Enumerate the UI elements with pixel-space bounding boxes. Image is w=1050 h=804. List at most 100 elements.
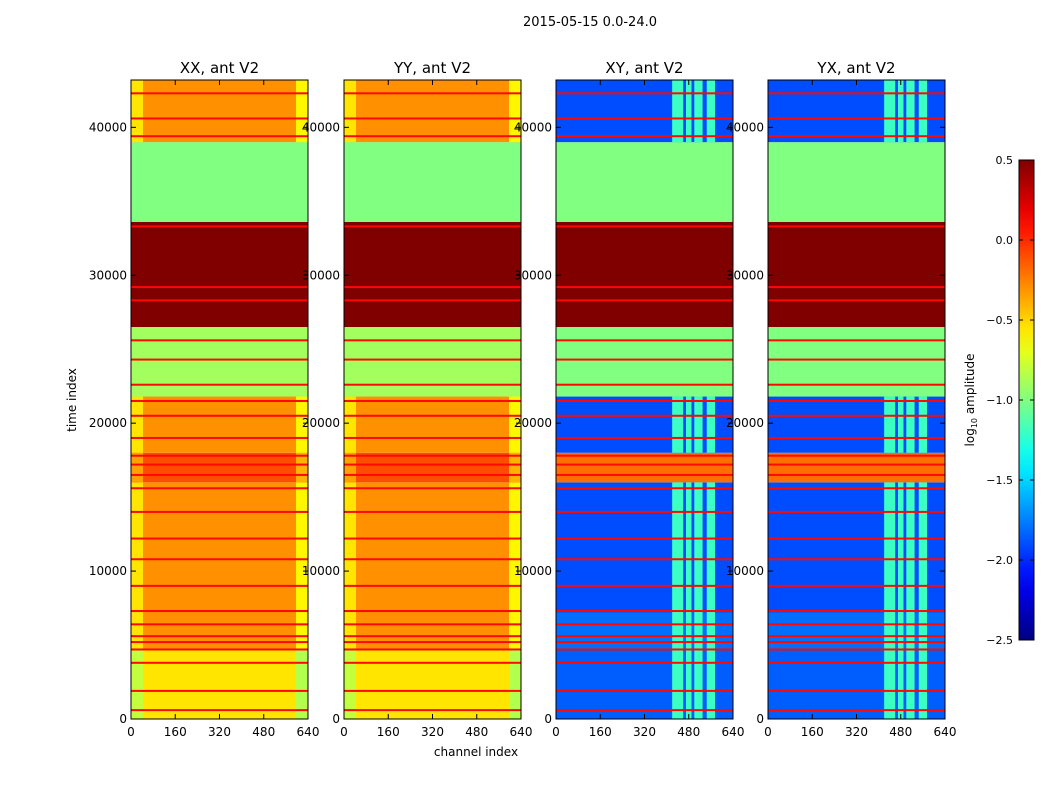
figure-title: 2015-05-15 0.0-24.0 (523, 15, 657, 30)
heatmap-edge (131, 396, 143, 453)
colorbar-tick-label: −1.0 (986, 394, 1013, 407)
heatmap-flag-line (344, 623, 521, 626)
heatmap-band (131, 327, 308, 397)
heatmap-flag-line (344, 225, 521, 228)
heatmap-flag-line (768, 473, 945, 476)
y-tick-label: 20000 (514, 416, 552, 430)
heatmap-flag-line (131, 339, 308, 342)
heatmap-flag-line (768, 635, 945, 638)
heatmap-flag-line (131, 510, 308, 513)
y-tick-label: 20000 (89, 416, 127, 430)
heatmap-band (344, 142, 521, 222)
heatmap-bright-channels (706, 396, 716, 453)
heatmap-band (768, 452, 945, 483)
x-tick-label: 160 (801, 725, 824, 739)
heatmap-flag-line (768, 339, 945, 342)
heatmap-flag-line (556, 487, 733, 490)
heatmap-flag-line (131, 487, 308, 490)
heatmap-edge (509, 452, 521, 483)
heatmap-flag-line (344, 487, 521, 490)
x-tick-label: 320 (208, 725, 231, 739)
heatmap-bright-channels (906, 612, 915, 650)
heatmap-flag-line (556, 689, 733, 692)
heatmap-bright-channels (884, 80, 896, 143)
heatmap-flag-line (344, 383, 521, 386)
heatmap-flag-line (768, 584, 945, 587)
y-tick-label: 40000 (302, 120, 340, 134)
heatmap-flag-line (768, 463, 945, 466)
panel-title: XX, ant V2 (180, 59, 259, 77)
heatmap-band (556, 142, 733, 222)
heatmap-bright-channels (918, 80, 928, 143)
heatmap-edge (296, 452, 308, 483)
y-tick-label: 0 (332, 712, 340, 726)
heatmap-band (131, 649, 308, 719)
heatmap-band (556, 649, 733, 719)
heatmap-flag-line (556, 117, 733, 120)
heatmap-bright-channels (897, 649, 904, 719)
heatmap-flag-line (556, 135, 733, 138)
heatmap-flag-line (131, 648, 308, 651)
heatmap-flag-line (131, 709, 308, 712)
heatmap-edge (131, 612, 143, 650)
heatmap-flag-line (344, 463, 521, 466)
y-tick-label: 0 (119, 712, 127, 726)
y-tick-label: 10000 (89, 564, 127, 578)
heatmap-band (556, 612, 733, 650)
y-tick-label: 0 (756, 712, 764, 726)
y-tick-label: 30000 (726, 268, 764, 282)
heatmap-flag-line (768, 689, 945, 692)
heatmap-band (131, 222, 308, 328)
heatmap-flag-line (556, 584, 733, 587)
heatmap-bright-channels (672, 396, 684, 453)
heatmap-flag-line (131, 358, 308, 361)
heatmap-band (344, 396, 521, 453)
heatmap-flag-line (131, 641, 308, 644)
heatmap-flag-line (131, 463, 308, 466)
heatmap-flag-line (344, 358, 521, 361)
heatmap-flag-line (768, 286, 945, 289)
heatmap-flag-line (131, 558, 308, 561)
colorbar-label: log10 amplitude (963, 354, 979, 447)
y-tick-label: 0 (544, 712, 552, 726)
heatmap-flag-line (131, 473, 308, 476)
heatmap-flag-line (344, 92, 521, 95)
heatmap-band (556, 222, 733, 328)
x-tick-label: 0 (552, 725, 560, 739)
heatmap-bright-channels (672, 80, 684, 143)
heatmap-flag-line (768, 610, 945, 613)
heatmap-flag-line (556, 635, 733, 638)
heatmap-flag-line (556, 473, 733, 476)
x-tick-label: 0 (127, 725, 135, 739)
x-tick-label: 480 (889, 725, 912, 739)
colorbar-tick-label: 0.0 (996, 234, 1014, 247)
heatmap-flag-line (556, 641, 733, 644)
heatmap-flag-line (556, 537, 733, 540)
y-tick-label: 40000 (726, 120, 764, 134)
heatmap-flag-line (344, 689, 521, 692)
heatmap-band (768, 482, 945, 613)
heatmap-flag-line (344, 117, 521, 120)
heatmap-flag-line (556, 286, 733, 289)
colorbar-tick-label: 0.5 (996, 154, 1014, 167)
heatmap-flag-line (131, 436, 308, 439)
heatmap-band (131, 396, 308, 453)
heatmap-flag-line (768, 92, 945, 95)
colorbar: 0.5 0.0 −0.5 −1.0 −1.5 −2.0 −2.5 log10 amplitud… (963, 154, 1035, 647)
x-tick-label: 640 (934, 725, 957, 739)
heatmap-edge (344, 649, 356, 719)
heatmap-edge (296, 482, 308, 613)
heatmap-flag-line (131, 299, 308, 302)
x-axis-label: channel index (434, 745, 518, 759)
heatmap-bright-channels (672, 612, 684, 650)
x-tick-label: 640 (722, 725, 745, 739)
heatmap-band (556, 80, 733, 143)
heatmap-bright-channels (897, 482, 904, 613)
y-tick-label: 20000 (726, 416, 764, 430)
heatmap-edge (344, 612, 356, 650)
heatmap-band (344, 80, 521, 143)
heatmap-flag-line (131, 414, 308, 417)
colorbar-tick-label: −1.5 (986, 474, 1013, 487)
y-tick-label: 40000 (89, 120, 127, 134)
heatmap-bright-channels (918, 612, 928, 650)
